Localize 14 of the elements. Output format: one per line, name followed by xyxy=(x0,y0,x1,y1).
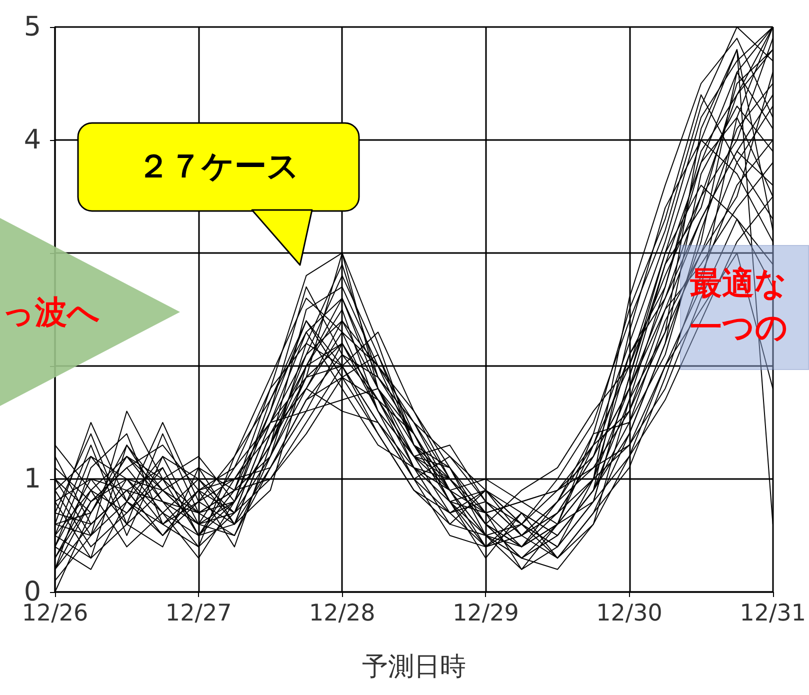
x-tick-label: 12/27 xyxy=(165,600,232,626)
x-tick-label: 12/30 xyxy=(596,600,662,626)
x-axis-title: 予測日時 xyxy=(362,652,466,682)
annotation: 一つの xyxy=(690,307,788,348)
annotation: っ波へ xyxy=(2,292,100,333)
y-tick-label: 1 xyxy=(24,464,41,494)
y-tick-label: 5 xyxy=(24,12,41,42)
annotation: ２７ケース xyxy=(138,146,300,187)
label-box: 最適な 一つの xyxy=(680,245,809,370)
y-tick-label: 4 xyxy=(24,124,41,156)
annotation: 最適な xyxy=(690,263,788,304)
x-tick-label: 12/31 xyxy=(740,600,806,626)
x-tick-label: 12/28 xyxy=(308,600,376,626)
x-tick-label: 12/29 xyxy=(452,600,519,626)
